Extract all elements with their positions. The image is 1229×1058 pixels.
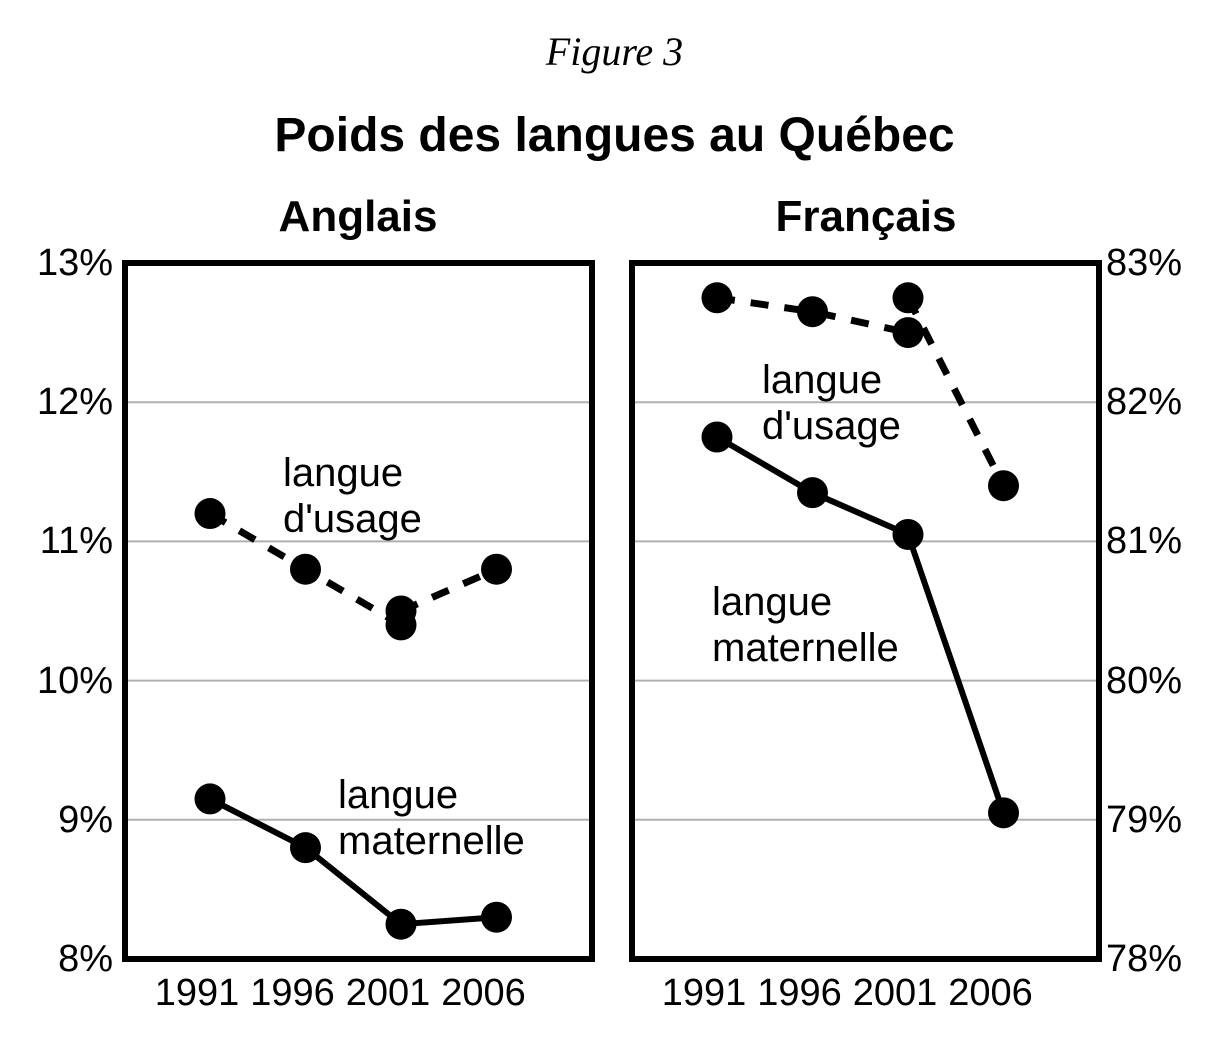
series-label-langue-d-usage: langue d'usage [762, 358, 901, 448]
x-tick-label: 2001 [345, 972, 431, 1014]
data-point [797, 477, 828, 509]
data-point [892, 518, 924, 550]
panel-title-francais: Français [775, 192, 957, 241]
y-tick-label: 79% [1106, 798, 1183, 841]
y-tick-label: 9% [58, 798, 113, 841]
x-tick-label: 1996 [757, 972, 842, 1014]
series-label-langue-maternelle: langue maternelle [712, 580, 899, 670]
data-point [194, 783, 226, 815]
panel-border-anglais [122, 260, 595, 962]
data-point [988, 470, 1019, 502]
x-tick-label: 1991 [154, 972, 240, 1014]
series-line-langue-maternelle [208, 796, 497, 928]
y-tick-label: 78% [1106, 938, 1183, 980]
x-tick-label: 2001 [852, 972, 938, 1014]
y-tick-label: 13% [36, 242, 113, 284]
data-point [290, 553, 321, 585]
series-line-langue-d-usage [904, 296, 1007, 488]
figure-number: Figure 3 [545, 29, 684, 74]
data-point [194, 498, 226, 530]
series-line-langue-maternelle [715, 434, 1007, 814]
series-line-langue-d-usage [399, 566, 498, 615]
y-tick-label: 82% [1106, 381, 1183, 424]
series-label-langue-d-usage: langue d'usage [283, 451, 422, 541]
data-point [892, 282, 924, 314]
data-point [385, 595, 417, 627]
y-tick-label: 8% [58, 938, 113, 980]
data-point [701, 282, 733, 314]
series-label-langue-maternelle: langue maternelle [338, 773, 525, 863]
data-point [988, 797, 1019, 829]
chart-title: Poids des langues au Québec [274, 109, 955, 162]
data-point [701, 421, 733, 453]
y-tick-label: 83% [1106, 242, 1183, 284]
y-tick-label: 10% [36, 659, 113, 702]
data-point [290, 832, 321, 864]
y-tick-label: 11% [39, 520, 113, 563]
panel-title-anglais: Anglais [278, 192, 438, 241]
data-point [797, 296, 828, 328]
y-tick-label: 12% [36, 381, 113, 424]
panel-border-francais [629, 260, 1102, 962]
data-point [481, 901, 512, 933]
x-tick-label: 1991 [661, 972, 747, 1014]
x-tick-label: 2006 [948, 972, 1033, 1014]
y-tick-label: 80% [1106, 659, 1183, 702]
data-point [385, 908, 417, 940]
x-tick-label: 2006 [441, 972, 526, 1014]
y-tick-label: 81% [1106, 520, 1183, 563]
x-tick-label: 1996 [250, 972, 335, 1014]
data-point [892, 317, 924, 349]
data-point [481, 553, 512, 585]
